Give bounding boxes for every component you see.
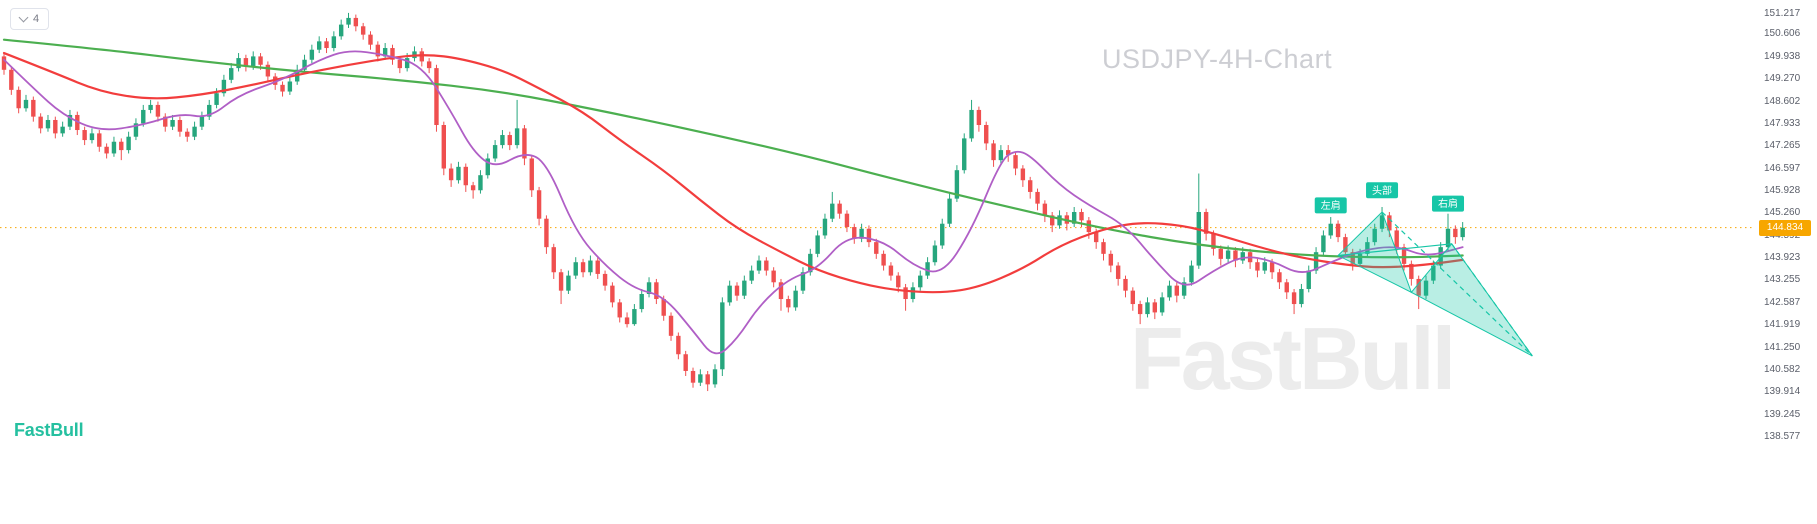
svg-text:右肩: 右肩: [1438, 197, 1458, 210]
pattern-label: 头部: [1366, 182, 1399, 199]
svg-text:头部: 头部: [1372, 184, 1392, 197]
pattern-label: 左肩: [1314, 197, 1347, 214]
price-axis-label: 142.587: [1764, 296, 1801, 308]
price-axis-label: 146.597: [1764, 162, 1801, 174]
fastbull-logo: FastBull: [14, 420, 84, 440]
price-axis-label: 139.245: [1764, 408, 1801, 420]
svg-text:左肩: 左肩: [1321, 199, 1341, 212]
price-axis-label: 145.928: [1764, 184, 1801, 196]
watermark-big: FastBull: [1130, 309, 1456, 408]
timeframe-selector[interactable]: 4: [10, 8, 50, 30]
ma-line-medium: [2, 51, 1464, 294]
price-axis-label: 150.606: [1764, 28, 1801, 40]
price-axis-label: 151.217: [1764, 8, 1801, 19]
watermark-title: USDJPY-4H-Chart: [1102, 44, 1333, 74]
price-axis-label: 147.933: [1764, 117, 1801, 129]
candles: [1, 12, 1465, 392]
price-axis-label: 139.914: [1764, 386, 1801, 398]
chevron-down-icon: [18, 12, 29, 23]
price-axis-label: 141.919: [1764, 319, 1801, 331]
price-axis-label: 147.265: [1764, 140, 1801, 152]
pattern-label: 右肩: [1432, 195, 1465, 212]
price-axis-label: 138.577: [1764, 431, 1801, 442]
price-axis-label: 141.250: [1764, 341, 1801, 353]
price-axis-label: 148.602: [1764, 95, 1801, 107]
current-price-badge: 144.834: [1759, 219, 1811, 236]
price-axis[interactable]: 151.217 150.606 149.938 149.270 148.602 147.9…: [1757, 0, 1817, 524]
price-axis-label: 149.938: [1764, 50, 1801, 62]
price-axis-label: 143.923: [1764, 252, 1801, 264]
ma-line-slow: [2, 38, 1464, 259]
price-axis-label: 143.255: [1764, 274, 1801, 286]
timeframe-label: 4: [33, 13, 40, 25]
ma-line-fast: [3, 50, 1464, 355]
price-axis-label: 140.582: [1764, 363, 1801, 375]
price-axis-label: 145.260: [1764, 207, 1801, 219]
price-axis-label: 149.270: [1764, 73, 1801, 85]
